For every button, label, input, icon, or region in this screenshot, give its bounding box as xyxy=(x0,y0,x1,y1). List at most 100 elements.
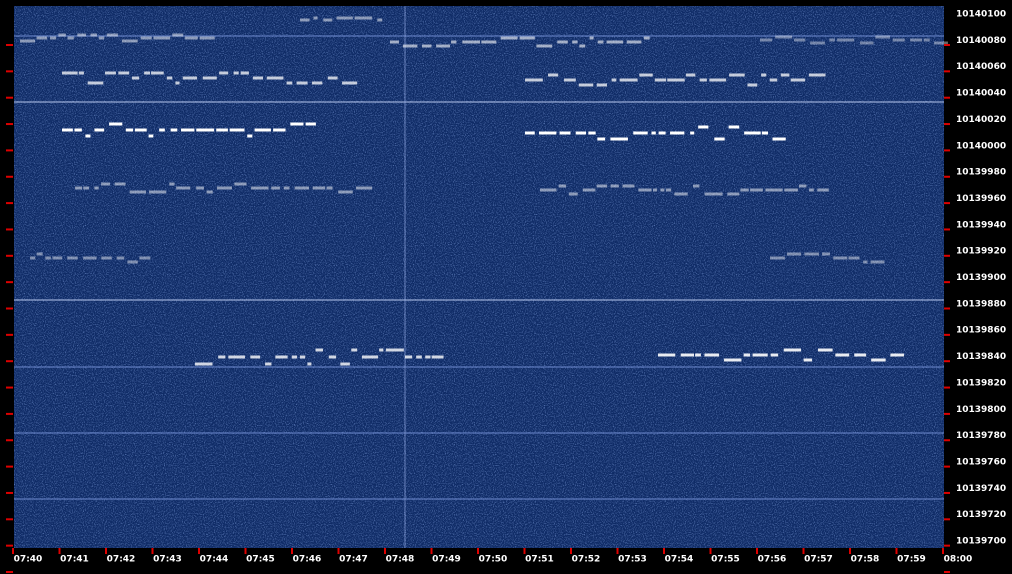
signal-dash xyxy=(91,34,97,37)
signal-dash xyxy=(658,354,675,357)
signal-dash xyxy=(525,79,543,82)
y-axis-label: 10139760 xyxy=(956,457,1006,467)
signal-dash xyxy=(295,187,309,190)
y-axis-label: 10139900 xyxy=(956,273,1006,283)
signal-dash xyxy=(740,189,748,192)
signal-dash xyxy=(910,39,922,42)
y-axis-label: 10139720 xyxy=(956,510,1006,520)
signal-dash xyxy=(564,79,576,82)
signal-dash xyxy=(771,354,778,357)
signal-dash xyxy=(667,79,684,82)
signal-dash xyxy=(175,82,179,85)
x-axis-label: 07:44 xyxy=(200,555,229,565)
x-axis-label: 07:47 xyxy=(339,555,368,565)
signal-dash xyxy=(833,257,847,260)
signal-dash xyxy=(501,37,518,40)
signal-dash xyxy=(101,183,110,186)
signal-dash xyxy=(253,77,263,80)
signal-dash xyxy=(809,189,814,192)
signal-dash xyxy=(307,363,311,366)
signal-dash xyxy=(75,187,82,190)
signal-dash xyxy=(169,183,174,186)
signal-dash xyxy=(386,349,404,352)
signal-dash xyxy=(627,41,642,44)
signal-dash xyxy=(747,84,757,87)
signal-dash xyxy=(247,135,252,138)
signal-dash xyxy=(863,261,867,264)
signal-dash xyxy=(520,37,535,40)
signal-dash xyxy=(655,79,666,82)
signal-dash xyxy=(37,37,48,40)
x-axis-label: 07:51 xyxy=(525,555,554,565)
signal-dash xyxy=(241,72,249,75)
signal-dash xyxy=(284,187,290,190)
signal-dash xyxy=(203,77,217,80)
signal-dash xyxy=(230,129,245,132)
signal-dash xyxy=(770,257,785,260)
signal-dash xyxy=(770,79,778,82)
signal-dash xyxy=(576,132,586,135)
signal-dash xyxy=(451,41,456,44)
signal-dash xyxy=(306,123,316,126)
signal-dash xyxy=(481,41,496,44)
signal-dash xyxy=(829,39,834,42)
signal-dash xyxy=(804,359,812,362)
signal-dash xyxy=(810,42,825,45)
signal-dash xyxy=(79,72,84,75)
signal-dash xyxy=(99,37,104,40)
signal-dash xyxy=(141,37,152,40)
signal-dash xyxy=(122,40,138,43)
signal-dash xyxy=(195,363,213,366)
signal-dash xyxy=(200,37,215,40)
signal-dash xyxy=(390,41,399,44)
signal-dash xyxy=(644,37,650,40)
y-axis-label: 10140020 xyxy=(956,115,1006,125)
signal-dash xyxy=(234,72,239,75)
x-axis-label: 07:48 xyxy=(386,555,415,565)
signal-dash xyxy=(207,191,213,194)
signal-dash xyxy=(405,356,412,359)
signal-dash xyxy=(300,356,305,359)
signal-dash xyxy=(698,126,708,129)
signal-dash xyxy=(94,187,98,190)
signal-dash xyxy=(660,189,664,192)
signal-dash xyxy=(340,363,350,366)
y-axis-label: 10140080 xyxy=(956,36,1006,46)
signal-dash xyxy=(167,77,173,80)
x-axis-label: 07:45 xyxy=(246,555,275,565)
signal-dash xyxy=(183,77,197,80)
signal-dash xyxy=(337,17,353,20)
signal-dash xyxy=(772,138,785,141)
y-axis-label: 10139860 xyxy=(956,326,1006,336)
signal-dash xyxy=(117,257,125,260)
signal-dash xyxy=(362,356,378,359)
x-axis-label: 07:56 xyxy=(758,555,787,565)
signal-dash xyxy=(622,185,634,188)
signal-dash xyxy=(560,132,571,135)
y-axis-label: 10139940 xyxy=(956,220,1006,230)
signal-dash xyxy=(314,17,318,20)
signal-dash xyxy=(809,74,826,77)
signal-dash xyxy=(704,354,719,357)
signal-dash xyxy=(132,77,139,80)
signal-dash xyxy=(355,17,373,20)
signal-dash xyxy=(127,261,137,264)
signal-dash xyxy=(250,356,260,359)
signal-dash xyxy=(377,19,382,22)
signal-dash xyxy=(690,132,694,135)
signal-dash xyxy=(94,129,104,132)
signal-dash xyxy=(579,84,594,87)
x-axis-label: 07:50 xyxy=(479,555,508,565)
signal-dash xyxy=(313,187,326,190)
signal-dash xyxy=(569,193,578,196)
signal-dash xyxy=(674,193,687,196)
signal-dash xyxy=(804,253,819,256)
signal-dash xyxy=(403,45,418,48)
signal-dash xyxy=(255,129,271,132)
signal-dash xyxy=(724,359,742,362)
signal-dash xyxy=(633,132,647,135)
signal-dash xyxy=(228,356,245,359)
signal-dash xyxy=(653,189,657,192)
signal-dash xyxy=(462,41,480,44)
signal-dash xyxy=(196,187,204,190)
